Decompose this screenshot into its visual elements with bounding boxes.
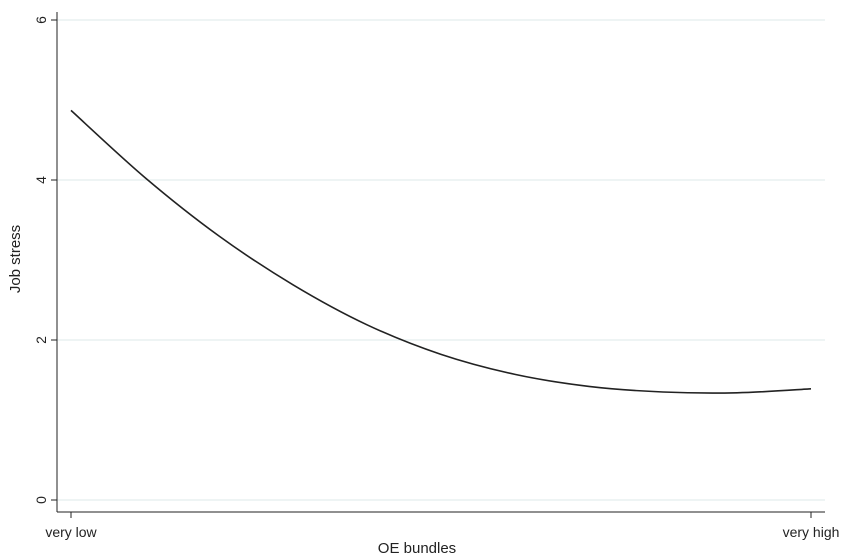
series-line (70, 109, 812, 394)
gridlines (57, 19, 825, 501)
axes (56, 12, 825, 513)
y-axis-title: Job stress (7, 225, 24, 293)
x-tick-label: very low (45, 524, 97, 540)
x-tick-label: very high (783, 524, 840, 540)
x-axis-ticks: very low very high (45, 512, 839, 540)
y-tick-label: 0 (33, 496, 49, 504)
y-tick-label: 6 (33, 16, 49, 24)
x-axis-title: OE bundles (378, 540, 456, 557)
y-tick-label: 2 (33, 336, 49, 344)
series-group (70, 109, 812, 394)
y-tick-label: 4 (33, 176, 49, 184)
y-axis-ticks: 0 2 4 6 (33, 16, 57, 504)
